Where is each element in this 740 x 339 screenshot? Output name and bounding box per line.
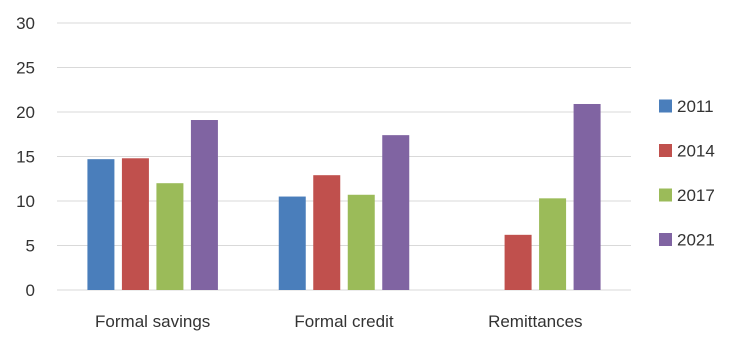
legend-label-2014: 2014 bbox=[677, 142, 715, 161]
bar-2017-formal-savings bbox=[156, 183, 184, 290]
legend-label-2011: 2011 bbox=[677, 97, 714, 116]
y-tick-label: 10 bbox=[16, 192, 35, 211]
bar-2017-formal-credit bbox=[347, 194, 375, 290]
bar-2021-formal-savings bbox=[190, 120, 218, 290]
y-tick-label: 5 bbox=[26, 237, 35, 256]
bar-2011-formal-savings bbox=[87, 159, 115, 290]
bar-2011-formal-credit bbox=[278, 196, 306, 290]
legend-swatch-2014 bbox=[659, 144, 672, 157]
bar-2017-remittances bbox=[539, 198, 567, 290]
bar-2014-formal-savings bbox=[121, 158, 149, 290]
y-tick-label: 0 bbox=[26, 281, 35, 300]
legend-swatch-2011 bbox=[659, 99, 672, 113]
x-tick-label: Formal savings bbox=[95, 312, 210, 331]
x-tick-label: Remittances bbox=[488, 312, 582, 331]
bar-2021-formal-credit bbox=[382, 135, 410, 290]
y-tick-label: 20 bbox=[16, 103, 35, 122]
legend-swatch-2017 bbox=[659, 188, 672, 202]
legend-label-2017: 2017 bbox=[677, 186, 715, 205]
legend-swatch-2021 bbox=[659, 233, 672, 246]
bar-2014-formal-credit bbox=[313, 175, 341, 290]
y-tick-label: 25 bbox=[16, 59, 35, 78]
y-tick-label: 15 bbox=[16, 148, 35, 167]
x-tick-label: Formal credit bbox=[294, 312, 393, 331]
bar-2021-remittances bbox=[573, 103, 601, 291]
bar-2014-remittances bbox=[504, 234, 532, 290]
y-tick-label: 30 bbox=[16, 14, 35, 33]
legend-label-2021: 2021 bbox=[677, 231, 715, 250]
